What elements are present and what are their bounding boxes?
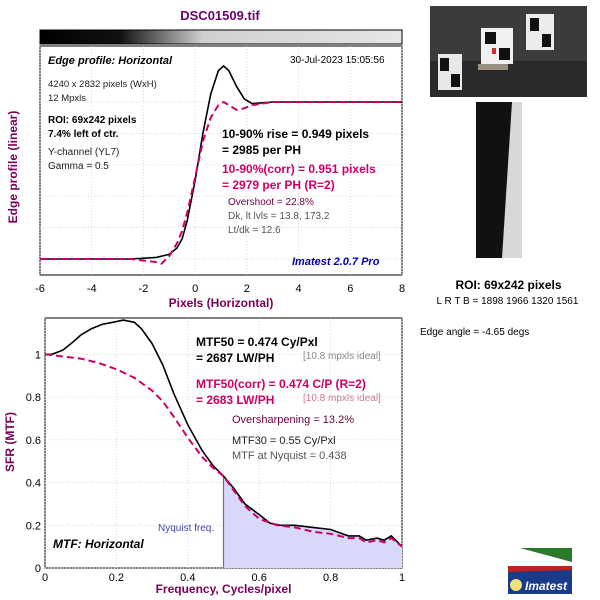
dark-light-levels: Dk, lt lvls = 13.8, 173.2 [228, 211, 330, 222]
edge-x-tick-label: 8 [399, 283, 405, 295]
rise-value: 10-90% rise = 0.949 pixels [222, 127, 370, 141]
mtf-y-axis-label: SFR (MTF) [3, 412, 17, 472]
version-label: Imatest 2.0.7 Pro [292, 256, 380, 268]
rise-corr-per-ph: = 2979 per PH (R=2) [222, 178, 335, 192]
mtf-y-tick-label: 1 [35, 349, 41, 361]
mtf50-corr-ideal: [10.8 mpxls ideal] [303, 393, 381, 404]
mtf-chart: 0 0.2 0.4 0.6 0.8 1 0 0.2 0.4 0.6 0.8 1 [26, 317, 405, 584]
edge-series-corrected [40, 100, 402, 265]
image-mpxls: 12 Mpxls [48, 93, 87, 104]
overshoot-value: Overshoot = 22.8% [228, 197, 314, 208]
logo-text: Imatest [525, 579, 568, 593]
nyquist-label: Nyquist freq. [158, 523, 215, 534]
gamma-label: Gamma = 0.5 [48, 161, 109, 172]
roi-size: ROI: 69x242 pixels [48, 115, 137, 126]
mtf-x-tick-label: 0.8 [323, 572, 338, 584]
mtf50-lwph: = 2687 LW/PH [196, 351, 275, 365]
mtf-x-axis-label: Frequency, Cycles/pixel [155, 582, 292, 596]
mtf-x-tick-label: 0.4 [180, 572, 195, 584]
edge-roi-crop [476, 102, 522, 258]
file-title: DSC01509.tif [180, 8, 260, 23]
image-thumbnail [430, 6, 587, 97]
rise-per-ph: = 2985 per PH [222, 143, 302, 157]
edge-plot-frame [39, 45, 403, 276]
roi-coordinates: L R T B = 1898 1966 1320 1561 [436, 296, 579, 307]
mtf50-corr-value: MTF50(corr) = 0.474 C/P (R=2) [196, 377, 366, 391]
light-dark-ratio: Lt/dk = 12.6 [228, 225, 281, 236]
mtf-series-corrected [44, 353, 403, 548]
mtf-y-tick-label: 0.8 [26, 392, 41, 404]
mtf-ticks: 0 0.2 0.4 0.6 0.8 1 0 0.2 0.4 0.6 0.8 1 [26, 349, 405, 584]
edge-x-axis-label: Pixels (Horizontal) [168, 296, 274, 310]
mtf-nyquist-value: MTF at Nyquist = 0.438 [232, 450, 347, 462]
edge-x-tick-label: -6 [35, 283, 45, 295]
edge-x-tick-label: -4 [87, 283, 97, 295]
mtf-x-tick-label: 1 [399, 572, 405, 584]
edge-datetime: 30-Jul-2023 15:05:56 [290, 55, 385, 66]
edge-x-tick-label: 0 [192, 283, 198, 295]
image-size: 4240 x 2832 pixels (WxH) [48, 79, 157, 90]
mtf50-ideal: [10.8 mpxls ideal] [303, 351, 381, 362]
edge-grid [39, 46, 403, 275]
edge-x-tick-label: 6 [347, 283, 353, 295]
mtf-x-tick-label: 0 [42, 572, 48, 584]
channel-label: Y-channel (YL7) [48, 147, 120, 158]
edge-x-tick-label: 2 [244, 283, 250, 295]
mtf-y-tick-label: 0.2 [26, 520, 41, 532]
mtf-y-tick-label: 0 [35, 563, 41, 575]
roi-position: 7.4% left of ctr. [48, 129, 119, 140]
edge-x-tick-label: -2 [139, 283, 149, 295]
roi-label: ROI: 69x242 pixels [455, 278, 562, 292]
mtf-y-tick-label: 0.4 [26, 478, 41, 490]
oversharpening-value: Oversharpening = 13.2% [232, 414, 354, 426]
edge-x-ticks: -6 -4 -2 0 2 4 6 8 [35, 283, 405, 295]
edge-gradient-bar [39, 29, 403, 45]
mtf-x-tick-label: 0.2 [109, 572, 124, 584]
mtf50-value: MTF50 = 0.474 Cy/Pxl [196, 335, 318, 349]
edge-angle: Edge angle = -4.65 degs [420, 327, 530, 338]
edge-x-tick-label: 4 [296, 283, 302, 295]
edge-title: Edge profile: Horizontal [48, 55, 173, 67]
mtf30-value: MTF30 = 0.55 Cy/Pxl [232, 435, 336, 447]
mtf-series-solid [45, 319, 403, 548]
mtf-y-tick-label: 0.6 [26, 435, 41, 447]
mtf50-corr-lwph: = 2683 LW/PH [196, 393, 275, 407]
mtf-nyquist-fill [223, 476, 402, 568]
imatest-logo: Imatest [508, 548, 572, 594]
edge-profile-chart: -6 -4 -2 0 2 4 6 8 [35, 29, 405, 295]
mtf-title: MTF: Horizontal [53, 537, 144, 551]
mtf-x-tick-label: 0.6 [252, 572, 267, 584]
rise-corr-value: 10-90%(corr) = 0.951 pixels [222, 162, 376, 176]
